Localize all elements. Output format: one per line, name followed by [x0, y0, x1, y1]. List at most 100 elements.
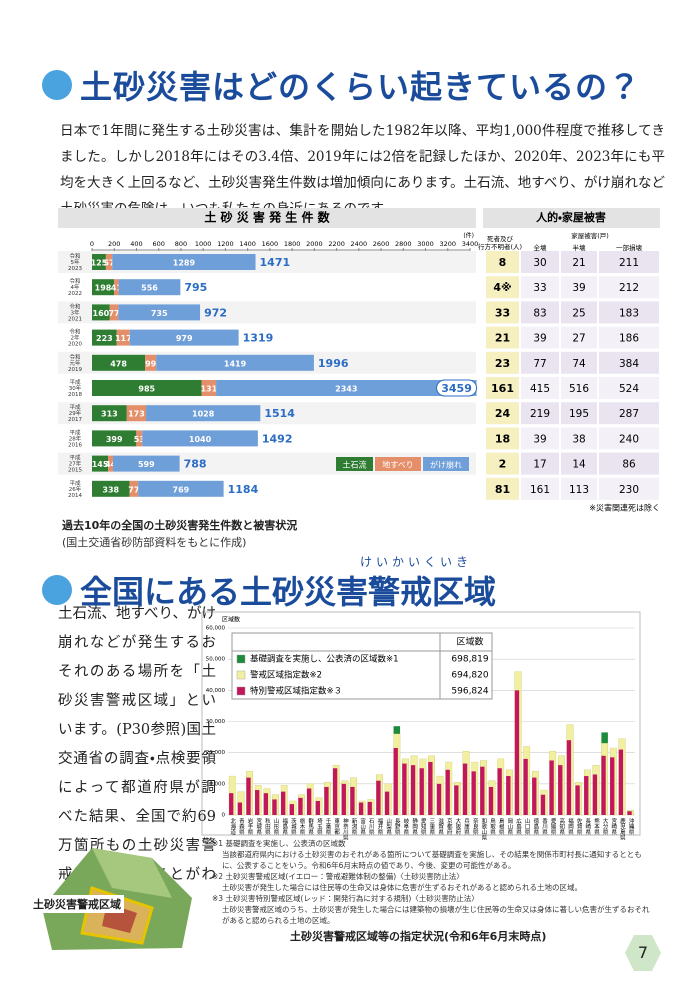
value-label: 478: [110, 359, 127, 368]
value-label: 131: [200, 385, 217, 394]
bar: [237, 802, 243, 815]
x-tick-label: 3200: [439, 240, 456, 248]
x-tick-label: 東京都: [333, 817, 340, 836]
footnote: ※3 土砂災害特別警戒区域(レッド：開発行為に対する規制)〈土砂災害防止法〉: [212, 894, 479, 903]
table-cell: [486, 477, 519, 500]
x-tick-label: 北海道: [229, 817, 236, 836]
table-header: 死者及び行方不明者(人): [478, 235, 522, 251]
table-cell: [599, 326, 659, 349]
total-badge: [436, 379, 478, 397]
bar-segment: [109, 304, 119, 321]
table-cell: [561, 251, 597, 273]
category-label: 平成 26年 2014: [68, 478, 82, 498]
heading: 土砂災害はどのくらい起きているの？: [80, 68, 642, 106]
table-header: 家屋被害(戸): [571, 231, 609, 240]
y-tick-label: 40,000: [206, 688, 226, 694]
table-cell: [561, 276, 597, 299]
bar: [324, 786, 329, 815]
value-label: 985: [138, 385, 155, 394]
value-label: 99: [145, 359, 157, 368]
total-label: 3459: [441, 382, 472, 395]
x-tick-label: 1200: [217, 240, 234, 248]
table-value: 195: [569, 408, 589, 420]
bar: [454, 785, 459, 815]
category-label: 平成 29年 2017: [68, 403, 82, 423]
heading: 全国にある土砂災害警戒区域: [80, 573, 497, 611]
table-cell: [521, 326, 559, 349]
table-cell: [486, 251, 519, 273]
x-tick-label: 徳島県: [532, 817, 539, 836]
footnote: ※2 土砂災害警戒区域(イエロー：警戒避難体制の整備)〈土砂災害防止法〉: [212, 872, 464, 881]
value-label: 145: [92, 460, 109, 469]
footnote: 土砂災害警戒区域のうち、土砂災害が発生した場合には建築物の損壊が生じ住民等の生命…: [222, 905, 650, 925]
bar-segment: [118, 279, 181, 296]
value-label: 77: [128, 485, 139, 494]
table-value: 86: [622, 459, 636, 471]
legend-swatch: [236, 670, 246, 680]
table-value: 21: [495, 332, 510, 345]
bar: [384, 791, 390, 815]
table-value: 186: [619, 333, 639, 345]
x-tick-label: 広島県: [515, 818, 522, 836]
x-tick-label: 島根県: [498, 817, 505, 836]
legend-swatch: [423, 457, 469, 471]
bullet: [42, 70, 72, 100]
x-tick-label: 大分県: [602, 817, 609, 836]
table-cell: [599, 427, 659, 450]
bar: [558, 765, 563, 815]
caption: 過去10年の全国の土砂災害発生件数と被害状況: [62, 519, 298, 532]
x-tick-label: 山口県: [524, 817, 531, 836]
bar-segment: [146, 405, 261, 422]
bar: [350, 786, 355, 815]
bar: [289, 804, 294, 815]
table-value: 524: [619, 383, 639, 395]
table-value: 287: [619, 408, 639, 420]
table-value: 33: [533, 282, 546, 294]
table-cell: [561, 326, 597, 349]
bar: [263, 793, 269, 815]
table-value: 211: [619, 257, 639, 269]
category-label: 平成 27年 2015: [68, 453, 82, 473]
x-tick-label: 神奈川県: [342, 817, 349, 842]
bar: [298, 797, 303, 815]
bar-segment: [129, 480, 139, 497]
legend-header: 区域数: [456, 636, 483, 648]
value-label: 44: [105, 460, 117, 469]
axis-title: 区域数: [222, 616, 240, 624]
value-label: 77: [108, 309, 119, 318]
table-cell: [486, 326, 519, 349]
bar-segment: [145, 354, 157, 371]
page-number: 7: [625, 935, 661, 971]
table-cell: [521, 402, 559, 425]
caption: 土砂災害警戒区域等の指定状況(令和6年6月末時点): [290, 930, 547, 943]
x-tick-label: 0: [90, 240, 94, 248]
table-cell: [561, 377, 597, 399]
table-value: 161: [491, 382, 514, 395]
value-label: 399: [106, 435, 123, 444]
legend-swatch: [236, 654, 246, 664]
bar-segment: [92, 405, 127, 422]
total-label: 1184: [228, 483, 259, 496]
table-cell: [599, 251, 659, 273]
value-label: 1419: [224, 359, 247, 368]
table-note: ※災害関連死は除く: [589, 503, 660, 513]
x-tick-label: 鹿児島県: [619, 817, 626, 842]
table-cell: [561, 351, 597, 374]
table-cell: [486, 427, 519, 450]
table-cell: [599, 377, 659, 399]
x-tick-label: 3000: [417, 240, 434, 248]
x-tick-label: 2600: [373, 240, 390, 248]
table-value: 83: [533, 307, 546, 319]
table-value: 516: [569, 383, 589, 395]
source: (国土交通省砂防部資料をもとに作成): [62, 536, 247, 549]
bar: [601, 755, 606, 815]
bar-segment: [156, 354, 314, 371]
bar: [229, 793, 234, 815]
table-cell: [599, 301, 659, 324]
table-value: 33: [495, 306, 510, 319]
footnote: ※1 基礎調査を実施し、公表済の区域数: [212, 839, 346, 848]
axis-unit: (件): [463, 232, 474, 240]
legend-swatch: [336, 457, 373, 471]
